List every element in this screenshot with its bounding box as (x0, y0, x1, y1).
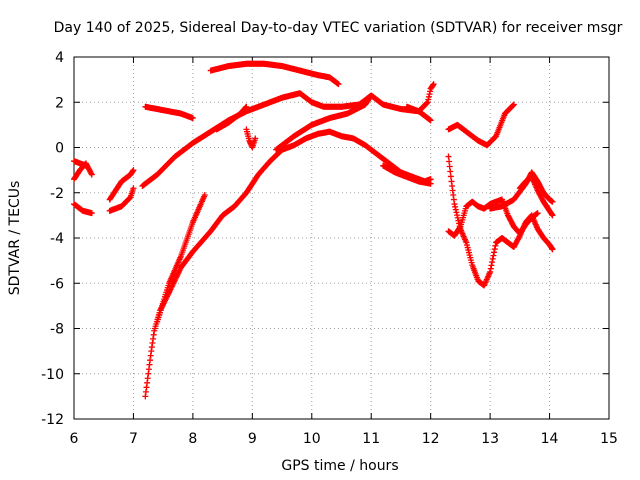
data-point (201, 192, 208, 199)
data-point (549, 212, 556, 219)
data-point (368, 92, 375, 99)
data-point (452, 206, 459, 213)
series-arc-b1 (106, 185, 137, 214)
x-tick-label: 13 (481, 431, 499, 447)
data-marks (71, 60, 556, 400)
data-point (454, 212, 461, 219)
series-arc-f (142, 103, 196, 122)
data-point (130, 167, 137, 174)
data-point (487, 265, 494, 272)
series-arc-a3 (71, 158, 89, 169)
data-point (488, 262, 495, 269)
data-point (452, 203, 459, 210)
data-point (491, 249, 498, 256)
series-arc-i (243, 126, 259, 151)
series-arc-a2 (71, 201, 95, 217)
x-tick-label: 14 (541, 431, 559, 447)
series-arc-o (445, 101, 517, 149)
data-point (427, 117, 434, 124)
series-arc-a1 (71, 160, 95, 183)
series-arc-d (154, 192, 208, 325)
y-tick-label: -4 (50, 231, 64, 247)
y-axis-title: SDTVAR / TECUs (7, 181, 23, 296)
x-axis-title: GPS time / hours (281, 458, 398, 474)
x-tick-label: 10 (303, 431, 321, 447)
y-tick-label: -8 (50, 322, 64, 338)
axis-ticks (73, 56, 610, 420)
series-arc-l (403, 81, 437, 115)
series-arc-n (445, 196, 541, 239)
data-point (367, 93, 374, 100)
series-arc-b2 (106, 167, 137, 203)
data-point (88, 170, 95, 177)
series-arc-j (273, 92, 375, 153)
y-tick-label: 0 (55, 141, 64, 157)
y-tick-label: 2 (55, 95, 64, 111)
data-point (88, 210, 95, 217)
x-tick-label: 12 (422, 431, 440, 447)
data-point (510, 101, 517, 108)
data-point (427, 180, 434, 187)
y-tick-label: -12 (41, 412, 64, 428)
x-tick-label: 6 (70, 431, 79, 447)
data-point (549, 246, 556, 253)
data-point (489, 259, 496, 266)
y-tick-label: -2 (50, 186, 64, 202)
data-point (549, 198, 556, 205)
x-tick-label: 9 (248, 431, 257, 447)
series-arc-g (207, 60, 342, 88)
data-point (335, 81, 342, 88)
series-arc-h (213, 103, 250, 133)
data-point (189, 115, 196, 122)
x-tick-label: 11 (362, 431, 380, 447)
x-tick-label: 15 (600, 431, 618, 447)
y-tick-label: -10 (41, 367, 64, 383)
y-tick-label: -6 (50, 276, 64, 292)
data-point (456, 224, 463, 231)
x-tick-label: 8 (188, 431, 197, 447)
x-tick-label: 7 (129, 431, 138, 447)
data-point (492, 242, 499, 249)
data-point (252, 135, 259, 142)
chart-title: Day 140 of 2025, Sidereal Day-to-day VTE… (54, 20, 623, 36)
data-point (487, 268, 494, 275)
data-point (243, 103, 250, 110)
data-point (489, 255, 496, 262)
y-tick-label: 4 (55, 50, 64, 66)
data-point (455, 217, 462, 224)
y-tick-labels: -12 -10 -8 -6 -4 -2 0 2 4 (41, 50, 64, 428)
data-point (510, 102, 517, 109)
data-point (242, 104, 249, 111)
data-point (430, 81, 437, 88)
data-point (130, 185, 137, 192)
data-point (451, 201, 458, 208)
series-arc-k (380, 162, 434, 187)
data-point (490, 252, 497, 259)
data-point (424, 99, 431, 106)
data-point (453, 209, 460, 216)
data-point (491, 246, 498, 253)
data-point (82, 162, 89, 169)
data-point (454, 214, 461, 221)
data-point (88, 171, 95, 178)
x-tick-labels: 6 7 8 9 10 11 12 13 14 15 (70, 431, 618, 447)
series-arc-q (516, 173, 556, 219)
data-point (534, 210, 541, 217)
